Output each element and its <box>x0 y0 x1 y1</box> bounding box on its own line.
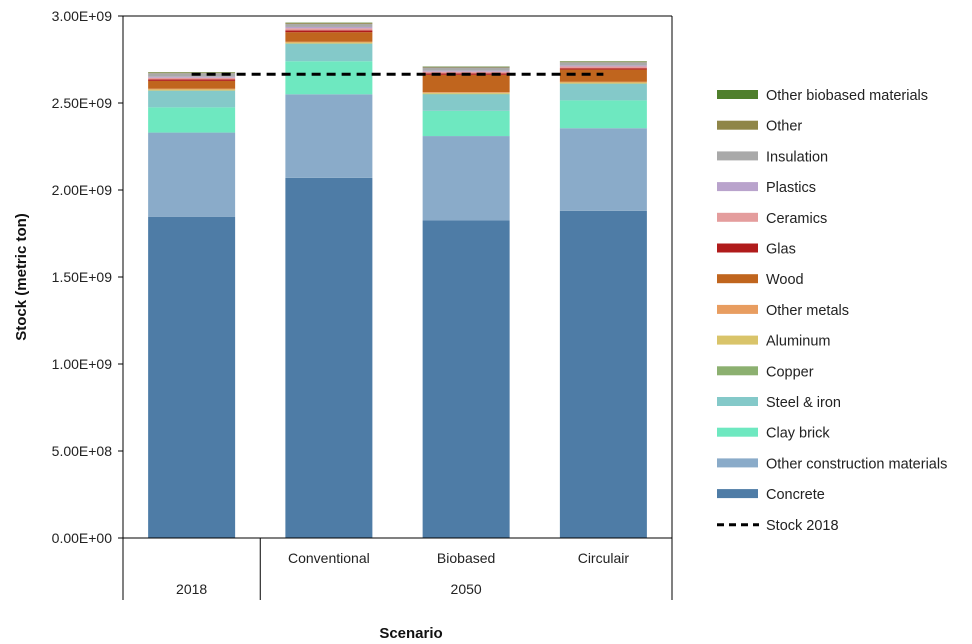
bar-segment-glas-3 <box>559 68 647 70</box>
legend-label-copper: Copper <box>766 364 814 380</box>
legend-label-insulation: Insulation <box>766 149 828 165</box>
bar-segment-ceramics-0 <box>148 77 236 80</box>
legend-swatch-copper <box>717 366 758 376</box>
legend-swatch-insulation <box>717 151 758 161</box>
legend-label-steel-iron: Steel & iron <box>766 395 841 411</box>
legend-label-plastics: Plastics <box>766 180 816 196</box>
bar-segment-steel-iron-2 <box>422 94 510 111</box>
legend-swatch-glas <box>717 243 758 253</box>
bar-segment-ceramics-1 <box>285 28 373 31</box>
bar-segment-plastics-3 <box>559 65 647 67</box>
legend-label-other-metals: Other metals <box>766 303 849 319</box>
legend-swatch-concrete <box>717 489 758 499</box>
y-tick-label: 1.00E+09 <box>52 356 113 372</box>
bar-segment-concrete-0 <box>148 216 236 538</box>
bar-segment-wood-2 <box>422 74 510 93</box>
x-category-label: Conventional <box>288 550 370 566</box>
bar-segment-insulation-1 <box>285 23 373 27</box>
legend-swatch-aluminum <box>717 335 758 345</box>
bar-segment-other-construction-materials-1 <box>285 94 373 178</box>
legend-swatch-other-construction-materials <box>717 458 758 468</box>
axes-layer: 0.00E+00 5.00E+08 1.00E+09 1.50E+09 2.00E+09… <box>52 8 673 600</box>
legend-label-concrete: Concrete <box>766 487 825 503</box>
bar-segment-aluminum-2 <box>422 92 510 94</box>
legend: Other biobased materials Other Insulation P… <box>717 88 947 534</box>
x-group-label: 2018 <box>176 581 207 597</box>
legend-swatch-clay-brick <box>717 427 758 437</box>
bar-segment-glas-1 <box>285 30 373 33</box>
bar-segment-other-metals-3 <box>559 81 647 83</box>
bar-segment-clay-brick-0 <box>148 107 236 133</box>
bar-segment-other-3 <box>559 61 647 63</box>
x-axis-title: Scenario <box>379 625 442 642</box>
bar-segment-other-2 <box>422 66 510 68</box>
x-category-label: Biobased <box>437 550 495 566</box>
bar-segment-ceramics-2 <box>422 71 510 74</box>
bar-segment-plastics-1 <box>285 26 373 29</box>
bar-segment-copper-1 <box>285 43 373 44</box>
bar-segment-steel-iron-3 <box>559 83 647 101</box>
y-tick-label: 2.50E+09 <box>52 95 113 111</box>
bar-segment-aluminum-0 <box>148 89 236 91</box>
bar-segment-aluminum-3 <box>559 82 647 84</box>
legend-label-other-construction-materials: Other construction materials <box>766 456 947 472</box>
bar-segment-insulation-3 <box>559 62 647 66</box>
y-axis-title: Stock (metric ton) <box>13 213 30 341</box>
legend-label-stock-2018: Stock 2018 <box>766 518 839 534</box>
bar-segment-concrete-1 <box>285 177 373 538</box>
bar-segment-wood-0 <box>148 80 236 89</box>
bar-segment-other-1 <box>285 22 373 24</box>
legend-label-glas: Glas <box>766 242 796 258</box>
bar-segment-other-construction-materials-0 <box>148 132 236 217</box>
bar-segment-plastics-0 <box>148 76 236 78</box>
bar-segment-wood-3 <box>559 69 647 82</box>
legend-label-ceramics: Ceramics <box>766 211 827 227</box>
bars-layer <box>148 22 647 538</box>
bar-segment-clay-brick-2 <box>422 110 510 137</box>
bar-segment-copper-0 <box>148 90 236 91</box>
bar-segment-other-metals-0 <box>148 88 236 90</box>
legend-swatch-other-biobased-materials <box>717 90 758 99</box>
legend-label-aluminum: Aluminum <box>766 334 830 350</box>
x-category-label: Circulair <box>578 550 630 566</box>
bar-segment-clay-brick-1 <box>285 61 373 95</box>
bar-segment-other-metals-1 <box>285 41 373 43</box>
x-group-label: 2050 <box>451 581 482 597</box>
legend-label-clay-brick: Clay brick <box>766 426 830 442</box>
bar-segment-glas-0 <box>148 79 236 81</box>
legend-swatch-steel-iron <box>717 397 758 406</box>
y-tick-label: 3.00E+09 <box>52 8 113 24</box>
bar-segment-copper-2 <box>422 93 510 95</box>
y-tick-label: 5.00E+08 <box>52 443 113 459</box>
bar-segment-concrete-2 <box>422 220 510 538</box>
bar-segment-plastics-2 <box>422 70 510 72</box>
legend-swatch-other-metals <box>717 304 758 314</box>
legend-swatch-wood <box>717 274 758 284</box>
bar-segment-clay-brick-3 <box>559 100 647 129</box>
legend-label-wood: Wood <box>766 272 804 288</box>
y-tick-label: 1.50E+09 <box>52 269 113 285</box>
bar-segment-other-construction-materials-3 <box>559 128 647 211</box>
y-tick-label: 2.00E+09 <box>52 182 113 198</box>
bar-segment-steel-iron-0 <box>148 90 236 108</box>
bar-segment-aluminum-1 <box>285 42 373 44</box>
bar-segment-insulation-2 <box>422 67 510 71</box>
bar-segment-other-construction-materials-2 <box>422 136 510 221</box>
bar-segment-steel-iron-1 <box>285 43 373 62</box>
bar-segment-other-metals-2 <box>422 92 510 93</box>
legend-swatch-other <box>717 120 758 130</box>
legend-label-other-biobased-materials: Other biobased materials <box>766 88 928 104</box>
bar-segment-concrete-3 <box>559 210 647 538</box>
bar-segment-wood-1 <box>285 32 373 42</box>
legend-swatch-ceramics <box>717 212 758 222</box>
legend-swatch-plastics <box>717 182 758 192</box>
legend-label-other: Other <box>766 119 802 135</box>
y-tick-label: 0.00E+00 <box>52 530 113 546</box>
bar-segment-copper-3 <box>559 83 647 84</box>
bar-segment-ceramics-3 <box>559 66 647 69</box>
